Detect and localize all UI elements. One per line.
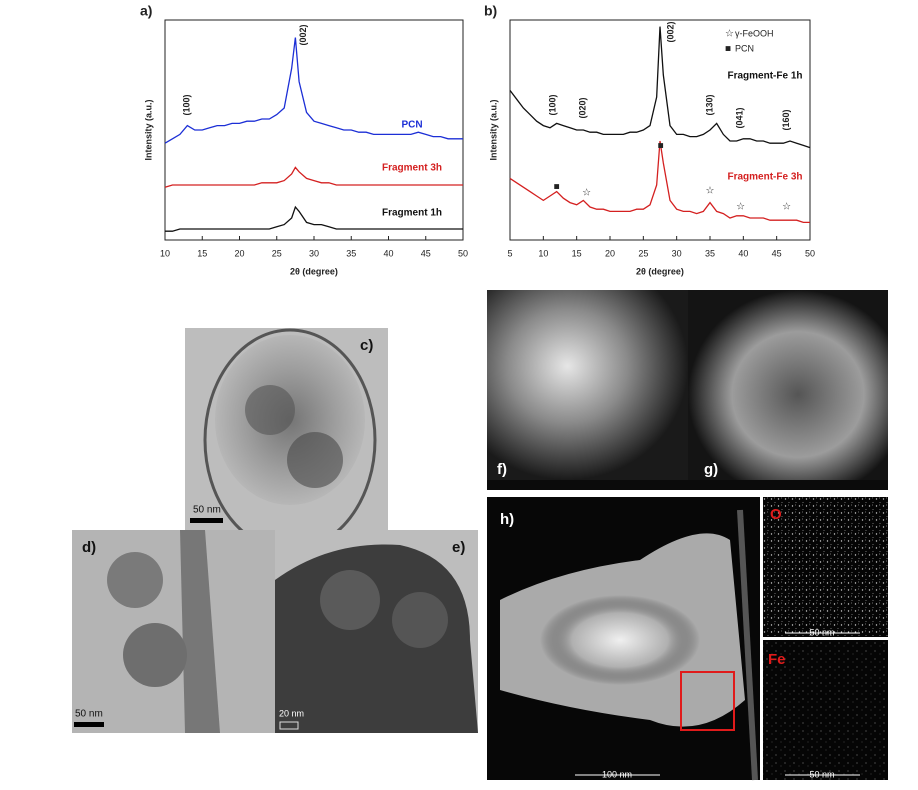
- phase-marker: ■: [554, 182, 560, 193]
- eds-map-fe: Fe 50 nm: [763, 640, 888, 780]
- scale-label: 50 nm: [809, 769, 834, 779]
- x-tick-label: 45: [421, 248, 431, 258]
- series-label: Fragment-Fe 1h: [727, 71, 802, 82]
- data-line: [164, 166, 463, 188]
- panel-label: b): [484, 3, 497, 19]
- stem-image-g: g) 5 nm: [688, 290, 888, 498]
- scale-label: 20 nm: [279, 708, 304, 718]
- x-tick-label: 35: [705, 248, 715, 258]
- series-label: Fragment 1h: [382, 208, 442, 219]
- peak-label: (041): [734, 107, 744, 128]
- phase-marker: ☆: [582, 188, 591, 199]
- data-line: [164, 37, 463, 144]
- peak-label: (002): [666, 21, 676, 42]
- peak-label: (100): [182, 94, 192, 115]
- panel-label: a): [140, 3, 152, 19]
- panel-label: c): [360, 337, 373, 354]
- peak-label: (130): [704, 94, 714, 115]
- series-label: Fragment 3h: [382, 163, 442, 174]
- phase-marker: ☆: [782, 202, 791, 213]
- x-tick-label: 10: [160, 248, 170, 258]
- peak-label: (002): [298, 24, 308, 45]
- data-line: [509, 140, 810, 224]
- stem-image-f: f) 10 nm: [487, 290, 688, 498]
- legend-symbol: ☆: [725, 29, 734, 40]
- x-tick-label: 40: [383, 248, 393, 258]
- series-label: PCN: [401, 120, 422, 131]
- scale-label: 10 nm: [575, 488, 600, 498]
- peak-label: (020): [578, 97, 588, 118]
- panel-label: f): [497, 461, 507, 478]
- scale-label: 50 nm: [193, 505, 221, 516]
- x-tick-label: 40: [738, 248, 748, 258]
- peak-label: (160): [781, 109, 791, 130]
- plot-frame: [509, 19, 811, 241]
- series-label: Fragment-Fe 3h: [727, 172, 802, 183]
- x-axis-label: 2θ (degree): [290, 266, 338, 276]
- tem-image-e: e) 20 nm: [275, 530, 478, 733]
- stem-image-h: h) 100 nm: [487, 497, 760, 781]
- x-tick-label: 10: [538, 248, 548, 258]
- legend-symbol: ■: [725, 44, 731, 55]
- phase-marker: ■: [658, 141, 664, 152]
- x-tick-label: 35: [346, 248, 356, 258]
- x-tick-label: 15: [197, 248, 207, 258]
- scale-label: 50 nm: [75, 709, 103, 720]
- x-tick-label: 30: [309, 248, 319, 258]
- eds-map-o: O 50 nm: [763, 497, 888, 637]
- scale-label: 5 nm: [780, 488, 800, 498]
- panel-label: h): [500, 511, 514, 528]
- x-tick-label: 45: [772, 248, 782, 258]
- x-tick-label: 25: [638, 248, 648, 258]
- x-tick-label: 50: [458, 248, 468, 258]
- x-tick-label: 15: [572, 248, 582, 258]
- x-tick-label: 20: [605, 248, 615, 258]
- phase-marker: ☆: [706, 186, 715, 197]
- scale-label: 100 nm: [602, 769, 632, 779]
- data-line: [509, 26, 811, 149]
- x-tick-label: 5: [507, 248, 512, 258]
- legend-label: γ-FeOOH: [735, 28, 774, 38]
- data-line: [165, 205, 463, 232]
- tem-image-c: c) 50 nm: [185, 328, 388, 552]
- element-label: Fe: [768, 651, 786, 668]
- panel-label: d): [82, 539, 96, 556]
- panel-label: g): [704, 461, 718, 478]
- y-axis-label: Intensity (a.u.): [143, 99, 153, 160]
- x-tick-label: 50: [805, 248, 815, 258]
- element-label: O: [770, 506, 782, 523]
- tem-image-d: d) 50 nm: [72, 530, 275, 733]
- scale-label: 50 nm: [809, 627, 834, 637]
- x-tick-label: 30: [672, 248, 682, 258]
- panel-label: e): [452, 539, 465, 556]
- x-tick-label: 25: [272, 248, 282, 258]
- x-tick-label: 20: [234, 248, 244, 258]
- peak-label: (100): [548, 94, 558, 115]
- y-axis-label: Intensity (a.u.): [488, 99, 498, 160]
- phase-marker: ☆: [736, 202, 745, 213]
- legend-label: PCN: [735, 43, 754, 53]
- x-axis-label: 2θ (degree): [636, 266, 684, 276]
